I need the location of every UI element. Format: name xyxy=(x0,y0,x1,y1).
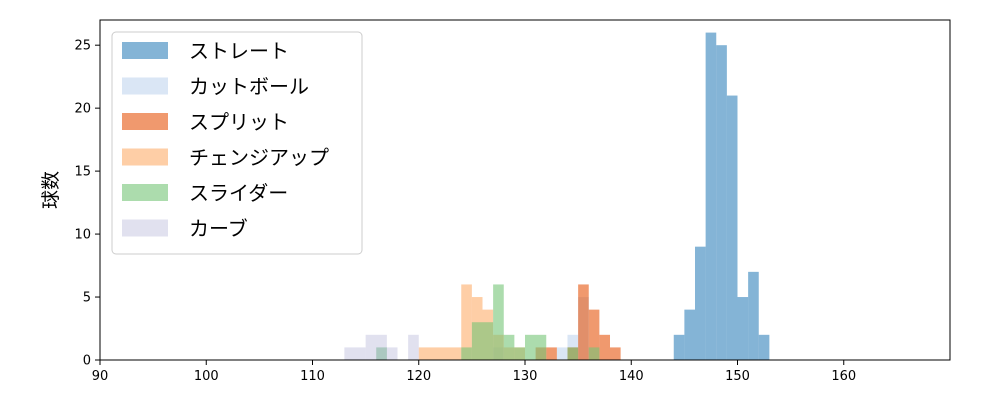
histogram-bar xyxy=(716,45,727,361)
y-tick-label: 0 xyxy=(83,354,91,369)
histogram-bar xyxy=(376,347,387,360)
histogram-bar xyxy=(461,284,472,360)
histogram-bar xyxy=(344,347,366,360)
histogram-bar xyxy=(758,334,770,360)
y-tick-label: 15 xyxy=(74,165,91,180)
legend-label: カーブ xyxy=(189,217,248,241)
histogram-bar xyxy=(471,322,494,360)
histogram-bar xyxy=(695,246,706,360)
x-tick-label: 120 xyxy=(406,369,431,384)
y-tick-label: 10 xyxy=(74,228,91,243)
x-tick-label: 150 xyxy=(725,369,750,384)
bars-layer xyxy=(344,32,770,361)
histogram-bar xyxy=(588,347,600,360)
x-tick-label: 110 xyxy=(300,369,325,384)
histogram-bar xyxy=(365,334,387,360)
series-5 xyxy=(376,284,600,360)
histogram-bar xyxy=(418,347,440,360)
histogram-bar xyxy=(684,309,695,360)
histogram-bar xyxy=(514,347,525,360)
histogram-bar xyxy=(588,309,600,360)
legend-label: カットボール xyxy=(189,75,309,99)
x-tick-label: 160 xyxy=(831,369,856,384)
y-axis: 0 5 10 15 20 25 xyxy=(74,39,100,369)
histogram-bar xyxy=(610,347,621,360)
legend-swatch xyxy=(122,77,168,95)
y-tick-label: 20 xyxy=(74,102,91,117)
legend-swatch xyxy=(122,42,168,59)
x-tick-label: 100 xyxy=(194,369,219,384)
histogram-bar xyxy=(556,347,568,360)
x-axis: 90 100 110 120 130 140 150 160 xyxy=(92,360,856,384)
x-tick-label: 130 xyxy=(513,369,538,384)
legend-swatch xyxy=(122,219,168,237)
series-1 xyxy=(673,32,770,361)
histogram-bar xyxy=(546,347,557,360)
histogram-bar xyxy=(748,271,759,360)
legend-swatch xyxy=(122,113,168,130)
histogram-bar xyxy=(386,347,398,360)
x-tick-label: 90 xyxy=(92,369,109,384)
histogram-bar xyxy=(673,334,685,360)
histogram-bar xyxy=(705,32,717,361)
legend-label: ストレート xyxy=(189,39,289,63)
legend-label: スライダー xyxy=(189,181,288,205)
histogram-bar xyxy=(408,334,419,360)
histogram-bar xyxy=(567,347,579,360)
histogram-bar xyxy=(461,347,472,360)
histogram-bar xyxy=(578,284,589,360)
y-tick-label: 5 xyxy=(83,291,91,306)
y-tick-label: 25 xyxy=(74,39,91,54)
histogram-bar xyxy=(503,334,515,360)
legend-label: スプリット xyxy=(189,110,289,134)
histogram-bar xyxy=(493,284,504,360)
histogram-bar xyxy=(525,334,547,360)
histogram-bar xyxy=(599,334,610,360)
histogram-bar xyxy=(726,95,738,361)
legend-swatch xyxy=(122,184,168,201)
histogram-bar xyxy=(737,297,749,360)
histogram-bar xyxy=(440,347,462,360)
legend-label: チェンジアップ xyxy=(189,146,329,170)
y-axis-label: 球数 xyxy=(40,171,62,209)
x-tick-label: 140 xyxy=(619,369,644,384)
series-6 xyxy=(344,334,419,360)
legend-swatch xyxy=(122,148,168,166)
legend-box xyxy=(111,31,363,255)
